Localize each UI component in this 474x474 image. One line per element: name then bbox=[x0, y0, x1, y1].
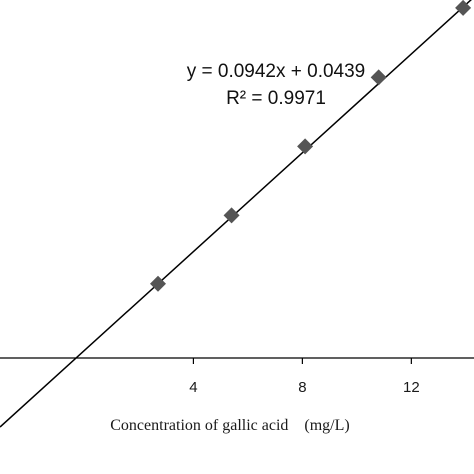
data-point-3 bbox=[297, 138, 314, 155]
x-axis-label: Concentration of gallic acid (mg/L) bbox=[110, 417, 349, 434]
data-points bbox=[150, 0, 472, 292]
x-tick-label-8: 8 bbox=[298, 379, 306, 396]
x-tick-label-4: 4 bbox=[189, 379, 197, 396]
data-point-4 bbox=[370, 69, 387, 86]
data-point-2 bbox=[223, 207, 240, 224]
equation-annotation: y = 0.0942x + 0.0439 bbox=[187, 61, 366, 82]
trend-line bbox=[0, 0, 472, 428]
x-axis-ticks: 4 8 12 bbox=[189, 358, 420, 396]
x-tick-label-12: 12 bbox=[403, 379, 420, 396]
r-squared-annotation: R² = 0.9971 bbox=[226, 88, 326, 109]
data-point-1 bbox=[150, 275, 166, 292]
data-point-5 bbox=[455, 0, 472, 16]
